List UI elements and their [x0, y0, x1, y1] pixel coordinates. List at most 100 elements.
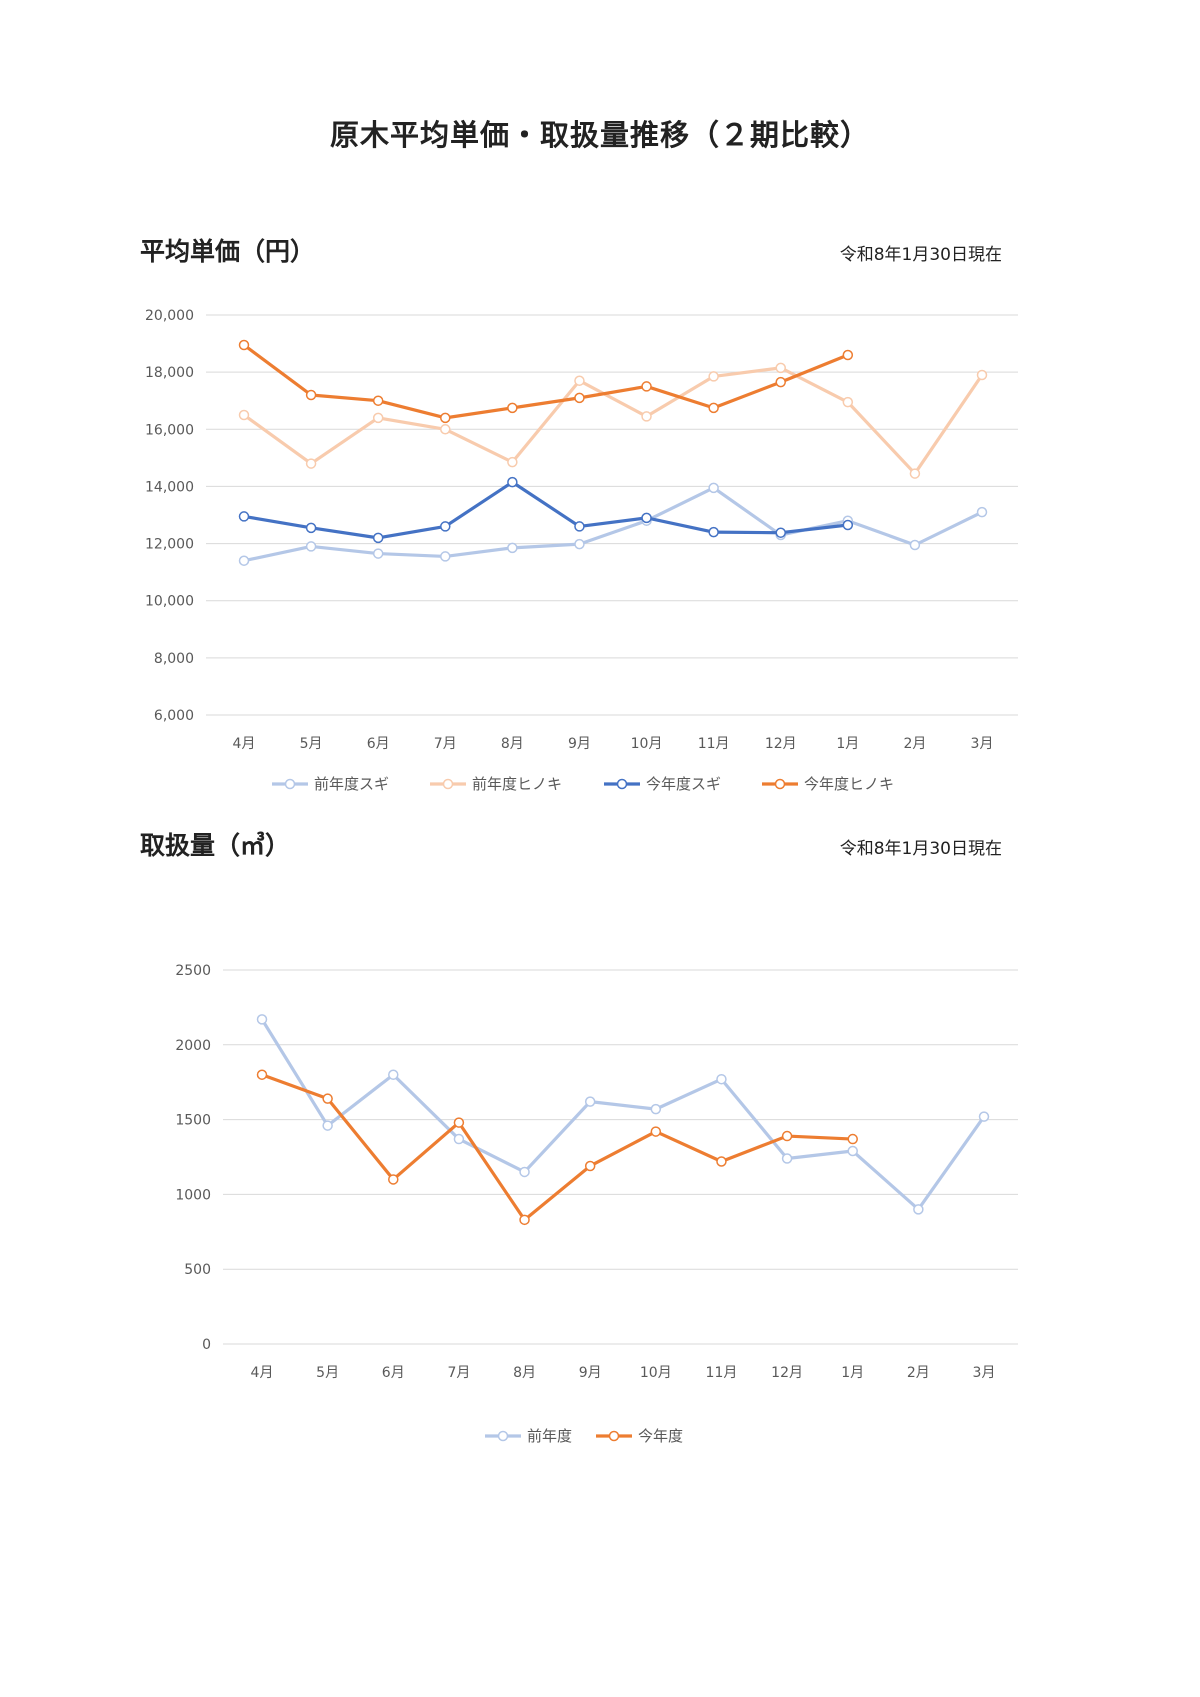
volume-data-point — [847, 1133, 858, 1145]
price-y-tick-label: 12,000 — [145, 537, 194, 553]
price-x-tick-label: 3月 — [971, 736, 994, 752]
price-data-point — [238, 409, 250, 421]
price-data-point — [372, 395, 384, 406]
price-legend-marker — [616, 778, 628, 790]
volume-as-of-date: 令和8年1月30日現在 — [839, 839, 1002, 859]
price-x-tick-label: 1月 — [836, 736, 859, 752]
volume-x-tick-label: 8月 — [513, 1365, 536, 1381]
price-data-point — [574, 392, 585, 404]
volume-data-point — [322, 1093, 333, 1104]
price-data-point — [440, 521, 451, 532]
price-data-point — [440, 424, 451, 435]
price-data-point — [708, 526, 719, 538]
volume-data-point — [322, 1120, 333, 1131]
volume-legend-marker — [608, 1430, 620, 1442]
price-x-tick-label: 8月 — [501, 736, 524, 752]
volume-x-tick-label: 5月 — [316, 1365, 339, 1381]
volume-data-point — [781, 1130, 793, 1142]
price-y-tick-label: 16,000 — [145, 422, 194, 438]
price-data-point — [507, 542, 518, 554]
volume-chart: 0 500 1000 1500 2000 2500 4月 5月 6月 7月 8月 9月 10月 11月 12… — [175, 963, 1018, 1445]
volume-data-point — [781, 1153, 793, 1164]
volume-x-tick-label: 6月 — [382, 1365, 405, 1381]
volume-y-tick-label: 1000 — [175, 1187, 211, 1203]
price-data-point — [305, 522, 317, 534]
volume-y-tick-label: 2000 — [175, 1038, 211, 1054]
volume-x-tick-label: 4月 — [251, 1365, 274, 1381]
volume-data-point — [388, 1069, 399, 1080]
price-data-point — [305, 458, 317, 469]
price-data-point — [641, 381, 652, 392]
price-legend-marker — [284, 778, 296, 790]
volume-chart-title: 取扱量（㎥） — [140, 831, 291, 860]
price-data-point — [507, 402, 518, 414]
volume-legend-label: 前年度 — [527, 1427, 572, 1445]
volume-x-tick-label: 12月 — [771, 1365, 803, 1381]
price-data-point — [507, 456, 518, 468]
volume-x-tick-label: 7月 — [447, 1365, 470, 1381]
price-chart: 6,000 8,000 10,000 12,000 14,000 16,000 18,000… — [145, 308, 1018, 793]
price-chart-title: 平均単価（円） — [140, 237, 316, 266]
price-series-line-1 — [243, 366, 984, 476]
price-legend-marker — [774, 778, 786, 790]
price-data-point — [372, 548, 384, 559]
price-y-tick-label: 6,000 — [154, 708, 194, 724]
volume-y-tick-label: 0 — [202, 1337, 211, 1353]
price-y-tick-label: 14,000 — [145, 479, 194, 495]
volume-data-point — [847, 1145, 858, 1157]
price-x-tick-label: 6月 — [367, 736, 390, 752]
price-data-point — [440, 551, 451, 562]
price-legend-label: 今年度スギ — [646, 775, 721, 793]
price-data-point — [440, 412, 451, 424]
price-data-point — [305, 541, 317, 552]
price-data-point — [909, 468, 921, 479]
price-data-point — [641, 512, 652, 524]
volume-legend-label: 今年度 — [638, 1427, 683, 1445]
volume-x-tick-label: 3月 — [973, 1365, 996, 1381]
volume-data-point — [650, 1126, 662, 1137]
volume-legend-marker — [497, 1430, 509, 1442]
price-y-tick-label: 10,000 — [145, 594, 194, 610]
price-legend-label: 前年度スギ — [314, 775, 389, 793]
volume-data-point — [256, 1069, 268, 1080]
volume-data-point — [978, 1111, 990, 1122]
volume-data-point — [519, 1214, 530, 1226]
price-x-tick-label: 10月 — [631, 736, 663, 752]
volume-data-point — [256, 1014, 268, 1025]
price-series-line-2 — [243, 480, 849, 540]
price-data-point — [574, 375, 585, 386]
price-data-point — [842, 396, 854, 408]
volume-data-point — [584, 1160, 596, 1172]
volume-x-tick-label: 10月 — [640, 1365, 672, 1381]
price-data-point — [708, 482, 719, 494]
price-series-line-3 — [243, 343, 849, 420]
price-data-point — [842, 519, 854, 531]
price-legend-marker — [442, 778, 454, 790]
price-x-tick-label: 4月 — [233, 736, 256, 752]
price-data-point — [976, 506, 988, 518]
price-x-tick-label: 7月 — [434, 736, 457, 752]
volume-data-point — [650, 1103, 662, 1115]
price-x-tick-label: 5月 — [300, 736, 323, 752]
price-data-point — [842, 349, 854, 361]
price-data-point — [238, 511, 250, 522]
price-as-of-date: 令和8年1月30日現在 — [839, 245, 1002, 265]
price-x-tick-label: 11月 — [698, 736, 730, 752]
price-data-point — [238, 339, 250, 351]
volume-y-tick-label: 1500 — [175, 1113, 211, 1129]
volume-y-tick-label: 500 — [184, 1262, 211, 1278]
volume-data-point — [453, 1117, 465, 1128]
volume-x-tick-label: 2月 — [907, 1365, 930, 1381]
price-data-point — [708, 371, 719, 382]
volume-data-point — [388, 1174, 399, 1185]
price-x-tick-label: 9月 — [568, 736, 591, 752]
volume-series-line-0 — [260, 1018, 986, 1211]
price-data-point — [708, 402, 719, 414]
price-data-point — [909, 539, 921, 551]
volume-data-point — [716, 1156, 727, 1167]
price-legend-label: 前年度ヒノキ — [472, 775, 562, 793]
price-data-point — [574, 521, 585, 532]
price-series-line-0 — [243, 486, 983, 563]
price-legend-label: 今年度ヒノキ — [804, 775, 894, 793]
price-data-point — [775, 362, 786, 374]
